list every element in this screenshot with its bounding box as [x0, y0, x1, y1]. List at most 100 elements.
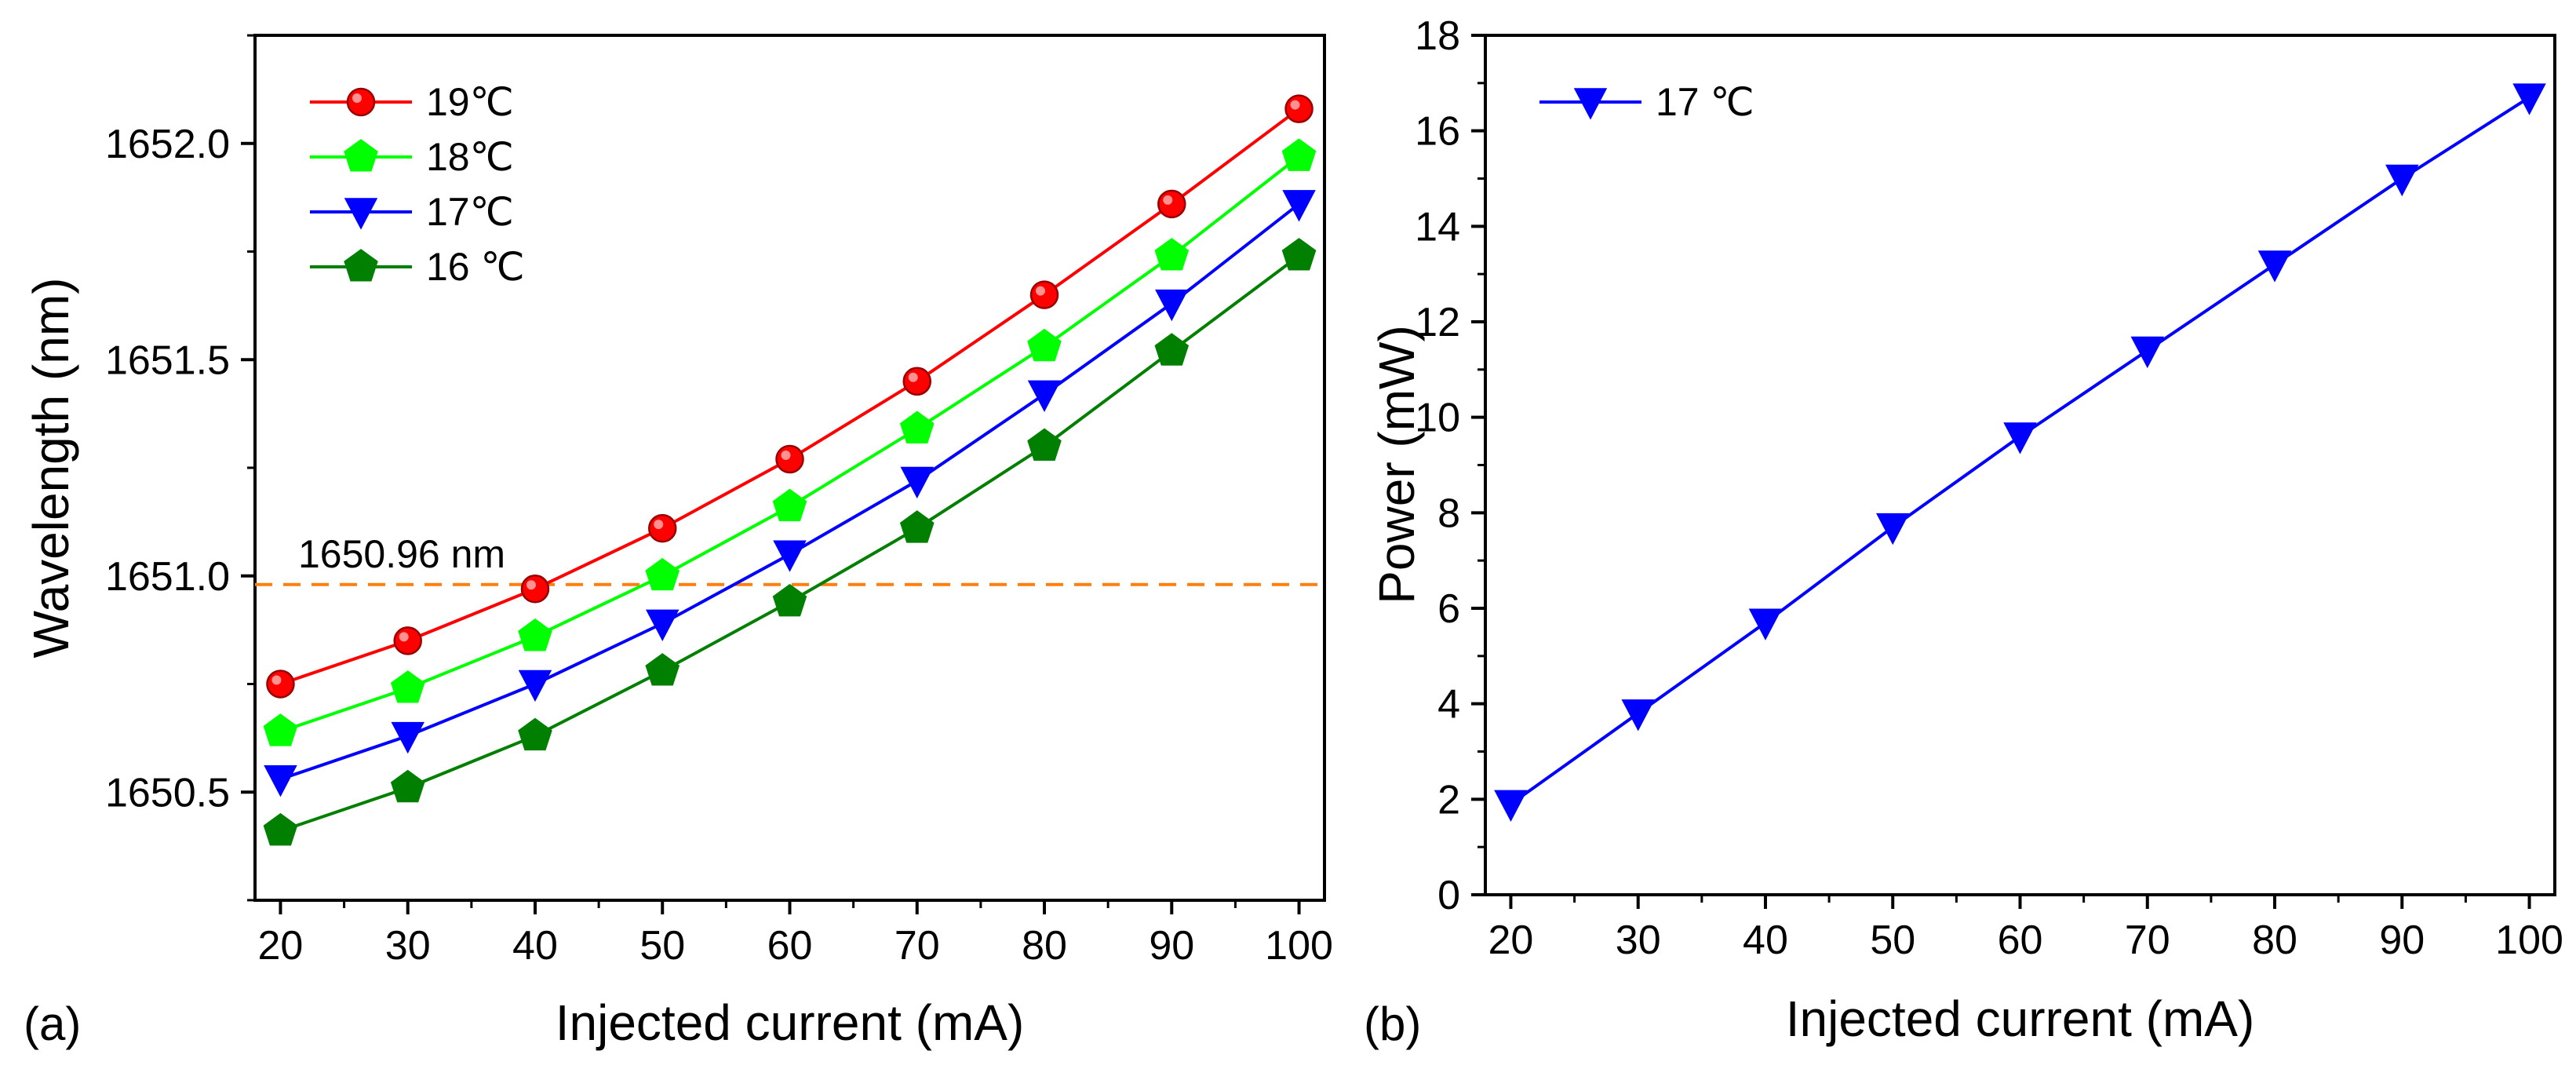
panel-a-legend-label: 16 ℃ [426, 245, 525, 289]
panel-a-legend-marker [346, 87, 376, 117]
panel-a-series-1-point-highlight [654, 520, 664, 530]
panel-a-series-4-point [645, 653, 680, 686]
panel-b-x-tick-label: 20 [1488, 918, 1534, 963]
panel-b-series-1-point [1494, 790, 1528, 823]
panel-a-series-3-point [1282, 190, 1316, 222]
panel-b-y-tick-label: 12 [1415, 300, 1460, 345]
panel-a-series-1-point [647, 513, 677, 543]
panel-b-x-tick-label: 80 [2252, 918, 2297, 963]
panel-a-series-1-point-highlight [526, 580, 536, 590]
panel-b-y-tick-label: 8 [1437, 491, 1460, 536]
panel-a-series-3 [264, 190, 1316, 797]
panel-a-y-tick-label: 1652.0 [105, 122, 230, 167]
panel-b-label: (b) [1364, 998, 1421, 1050]
panel-a-legend-marker [344, 249, 378, 282]
panel-a-legend-label: 18℃ [426, 135, 514, 179]
panel-a-series-1-point-highlight [271, 675, 282, 685]
panel-b-series-1-point [2385, 164, 2419, 197]
panel-a-series-2-point [1027, 328, 1062, 362]
panel-a-series-1-point [266, 669, 295, 699]
panel-b-series-1-point [1748, 608, 1783, 640]
panel-a-series-4-point [518, 717, 552, 751]
panel-b-plot-frame [1484, 34, 2556, 896]
panel-a-series-1-point-highlight [781, 450, 791, 460]
panel-a-series-1-point [902, 367, 932, 396]
panel-a-series-1-point-highlight [1290, 100, 1300, 110]
panel-a-legend: 19℃ 18℃ 17℃ 16 ℃ [310, 80, 525, 289]
panel-a-series-4-point [1281, 238, 1317, 271]
panel-b-y-tick-label: 16 [1415, 109, 1460, 155]
panel-a-legend-marker [344, 198, 378, 230]
panel-b: 20 30 40 50 60 70 80 90 100 0 2 4 6 8 10 12 14 16 18 Inject… [1364, 13, 2563, 1050]
panel-b-x-tick-label: 30 [1616, 918, 1661, 963]
panel-b-series-1-point [2512, 83, 2546, 115]
panel-a-series-3-point [1027, 380, 1062, 412]
panel-a-series-1-point [1029, 280, 1059, 309]
panel-a-y-axis-title: Wavelength (nm) [23, 278, 79, 659]
panel-a-series-2-point [899, 410, 935, 443]
panel-a-series-1 [266, 94, 1314, 699]
panel-b-x-tick-label: 40 [1743, 918, 1788, 963]
panel-a-series-1-point [1157, 189, 1186, 219]
panel-b-y-tick-label: 2 [1437, 777, 1460, 823]
panel-a-series-4-point [390, 769, 425, 803]
panel-b-x-axis-title: Injected current (mA) [1786, 991, 2255, 1047]
panel-a-legend-marker [344, 139, 378, 172]
panel-b-series-1-point [2130, 336, 2165, 369]
panel-a-series-2-point [1154, 238, 1190, 271]
panel-a-x-tick-label: 60 [767, 923, 813, 969]
panel-b-series-1-point [1621, 699, 1655, 732]
panel-a-series-2 [263, 138, 1317, 746]
panel-a-series-3-point [518, 669, 552, 702]
panel-a-series-3-point [773, 540, 807, 572]
panel-b-x-tick-label: 70 [2125, 918, 2170, 963]
panel-b-x-tick-label: 90 [2379, 918, 2425, 963]
panel-b-legend-marker [1573, 88, 1608, 120]
panel-b-y-tick-label: 6 [1437, 586, 1460, 632]
panel-a-series-1-point-highlight [908, 372, 918, 382]
panel-a-series-2-point [1281, 138, 1317, 171]
panel-b-series-1-point [2003, 422, 2037, 454]
panel-a-reference-label: 1650.96 nm [298, 532, 505, 576]
panel-a-y-tick-label: 1651.0 [105, 554, 230, 600]
panel-b-y-tick-label: 18 [1415, 13, 1460, 59]
panel-a-x-tick-label: 70 [894, 923, 940, 969]
panel-a-series-2-point [263, 713, 298, 746]
panel-a-series-3-point [900, 466, 935, 499]
panel-b-x-tick-label: 60 [1998, 918, 2043, 963]
panel-a-series-4-point [263, 812, 298, 846]
panel-a-series-2-point [645, 557, 680, 591]
panel-b-x-tick-label: 50 [1870, 918, 1915, 963]
panel-a-x-tick-label: 50 [639, 923, 685, 969]
panel-a-series-3-point [645, 609, 680, 641]
panel-a-series-1-point [520, 575, 550, 604]
panel-a-x-tick-label: 80 [1022, 923, 1067, 969]
panel-a-x-tick-label: 100 [1265, 923, 1333, 969]
panel-a-series-2-point [518, 618, 552, 651]
panel-b-legend-label: 17 ℃ [1656, 80, 1754, 124]
panel-a-legend-marker-highlight [352, 93, 362, 103]
panel-b-y-tick-label: 10 [1415, 396, 1460, 441]
panel-a-x-tick-label: 20 [258, 923, 304, 969]
panel-a-series-4-point [1027, 428, 1062, 461]
panel-a-series-1-point [775, 444, 804, 474]
panel-a-y-tick-label: 1651.5 [105, 337, 230, 383]
panel-a-x-tick-label: 90 [1149, 923, 1194, 969]
panel-a-y-tick-label: 1650.5 [105, 770, 230, 815]
panel-a-series-4 [263, 238, 1317, 846]
panel-b-series-1 [1494, 83, 2546, 823]
panel-a-series-4-point [1154, 333, 1190, 366]
panel-b-series-1-point [1875, 513, 1910, 545]
panel-b-y-tick-label: 0 [1437, 873, 1460, 918]
panel-b-x-tick-label: 100 [2495, 918, 2563, 963]
panel-a-series-3-point [1155, 289, 1189, 322]
panel-b-y-tick-label: 14 [1415, 204, 1460, 250]
panel-a-series-2-line [279, 155, 1300, 733]
panel-a-label: (a) [24, 998, 81, 1050]
panel-b-y-tick-label: 4 [1437, 682, 1460, 728]
panel-a-series-3-point [264, 764, 297, 797]
panel-a-x-tick-label: 30 [385, 923, 431, 969]
panel-a-legend-label: 17℃ [426, 190, 514, 234]
